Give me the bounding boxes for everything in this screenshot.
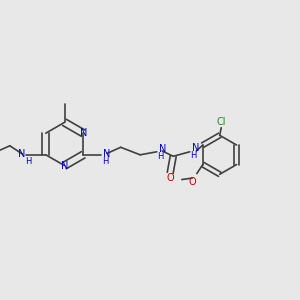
Text: O: O [188, 177, 196, 187]
Text: H: H [158, 152, 164, 161]
Text: N: N [18, 149, 26, 159]
Text: O: O [167, 173, 174, 183]
Text: N: N [61, 160, 68, 171]
Text: H: H [102, 157, 108, 166]
Text: Cl: Cl [217, 117, 226, 127]
Text: N: N [191, 143, 199, 153]
Text: N: N [158, 144, 166, 154]
Text: H: H [190, 151, 197, 160]
Text: H: H [26, 157, 32, 166]
Text: N: N [80, 128, 87, 138]
Text: N: N [103, 149, 110, 159]
